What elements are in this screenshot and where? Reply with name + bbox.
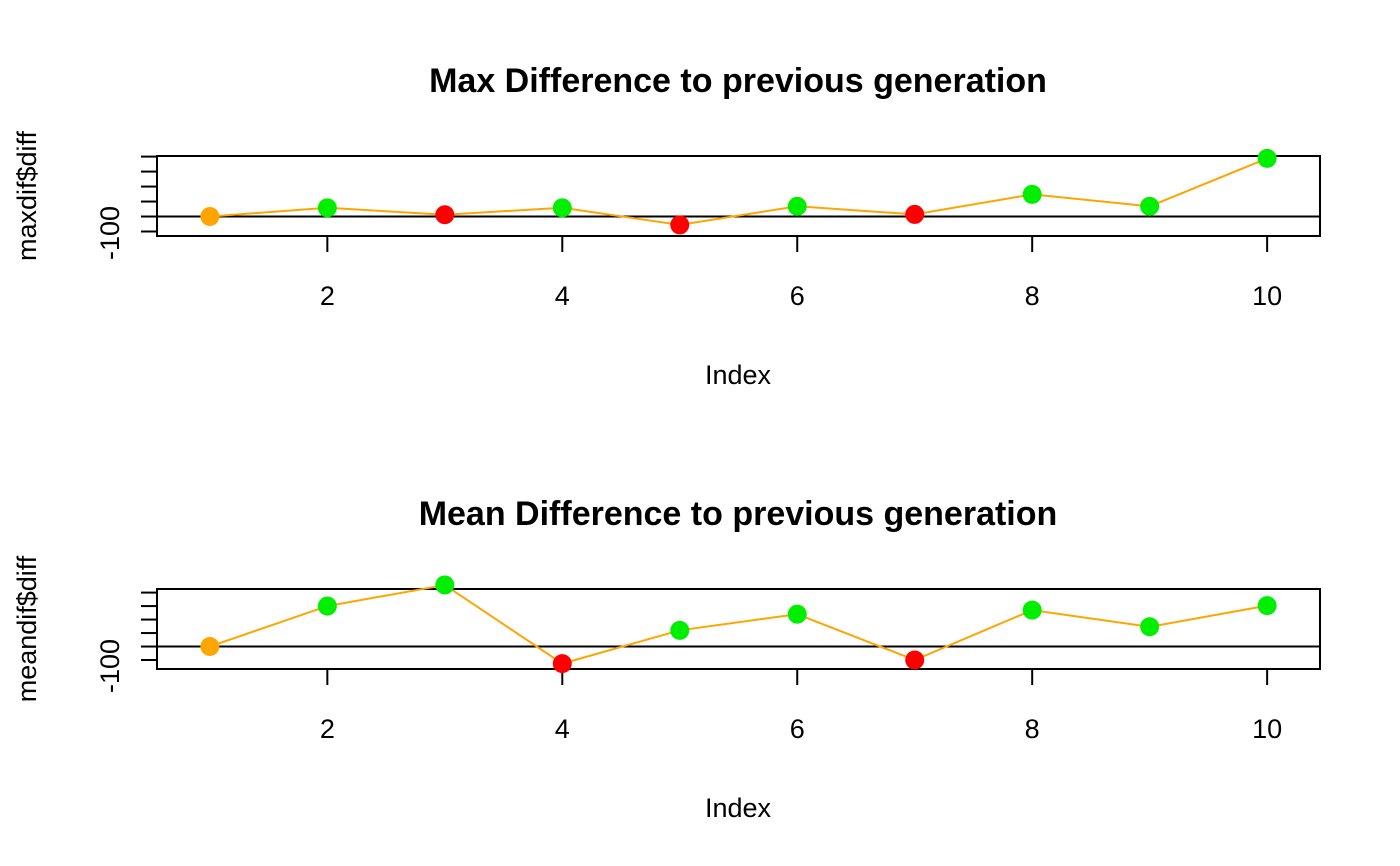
x-tick-label: 10 <box>1252 281 1282 311</box>
y-axis-ticks <box>141 155 157 233</box>
y-axis-label: meandif$diff <box>12 555 42 702</box>
data-point <box>787 604 807 624</box>
y-tick-label: -100 <box>95 639 125 693</box>
data-point <box>670 620 690 640</box>
panel-max-difference: Max Difference to previous generation In… <box>12 62 1321 390</box>
chart-title: Max Difference to previous generation <box>429 62 1047 100</box>
data-point <box>1022 184 1042 204</box>
data-point <box>317 198 337 218</box>
x-tick-label: 8 <box>1025 714 1040 744</box>
x-tick-label: 8 <box>1025 281 1040 311</box>
panel-mean-difference: Mean Difference to previous generation I… <box>12 495 1321 823</box>
y-axis-ticks <box>141 591 157 662</box>
data-point <box>1257 148 1277 168</box>
y-tick-label: -100 <box>95 206 125 260</box>
data-point <box>1022 600 1042 620</box>
chart-title: Mean Difference to previous generation <box>419 495 1058 533</box>
x-axis: 2 4 6 8 10 <box>320 236 1282 311</box>
x-tick-label: 2 <box>320 281 335 311</box>
data-point <box>905 204 925 224</box>
x-tick-label: 4 <box>555 281 570 311</box>
data-point <box>435 575 455 595</box>
series-line <box>209 583 1268 665</box>
data-point <box>552 198 572 218</box>
x-tick-label: 2 <box>320 714 335 744</box>
data-point <box>787 196 807 216</box>
data-point <box>905 650 925 670</box>
data-point <box>435 205 455 225</box>
data-series <box>200 575 1277 674</box>
x-tick-label: 6 <box>790 281 805 311</box>
y-axis-label: maxdif$diff <box>12 130 42 261</box>
data-point <box>552 654 572 674</box>
data-point <box>1140 196 1160 216</box>
data-series <box>200 148 1277 235</box>
plot-frame <box>156 588 1321 670</box>
x-tick-label: 6 <box>790 714 805 744</box>
x-axis-label: Index <box>705 793 772 823</box>
data-point <box>670 215 690 235</box>
data-point <box>200 637 220 657</box>
data-point <box>1140 617 1160 637</box>
x-axis: 2 4 6 8 10 <box>320 669 1282 744</box>
x-tick-label: 4 <box>555 714 570 744</box>
x-tick-label: 10 <box>1252 714 1282 744</box>
data-point <box>1257 596 1277 616</box>
data-point <box>200 207 220 227</box>
series-line <box>209 157 1268 226</box>
x-axis-label: Index <box>705 360 772 390</box>
plot-frame <box>156 155 1321 237</box>
data-point <box>317 596 337 616</box>
